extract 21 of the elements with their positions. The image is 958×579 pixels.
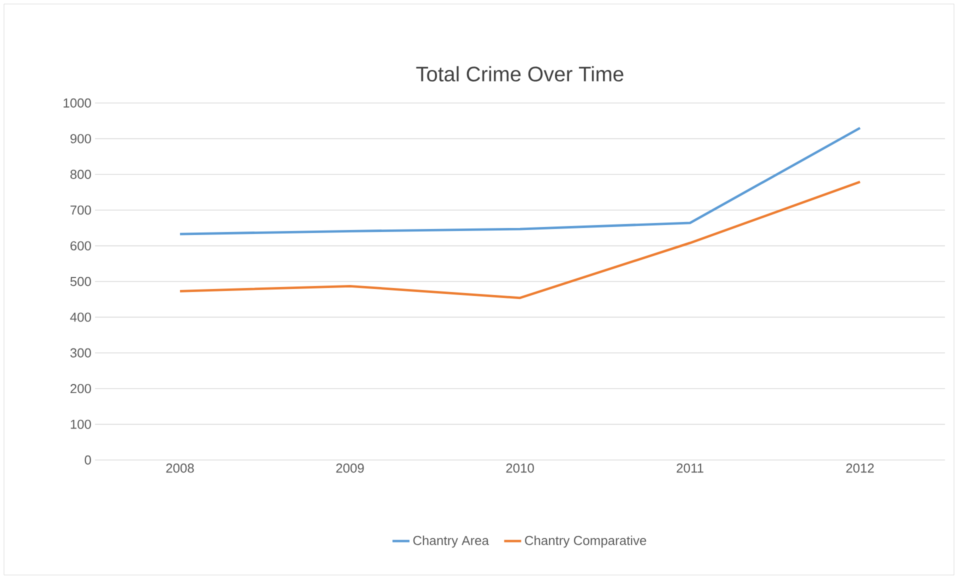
- legend-label: Chantry Area: [413, 536, 489, 548]
- y-tick-label: 1000: [64, 98, 91, 108]
- y-tick-label: 200: [70, 384, 91, 394]
- y-tick-label: 0: [84, 455, 91, 465]
- y-tick-label: 500: [70, 276, 91, 286]
- legend-label: Chantry Comparative: [525, 536, 646, 548]
- x-tick-label: 2011: [676, 464, 704, 473]
- y-tick-label: 400: [70, 312, 91, 322]
- chart-title: Total Crime Over Time: [416, 66, 624, 82]
- x-tick-label: 2012: [846, 464, 874, 473]
- x-tick-label: 2009: [336, 464, 364, 473]
- y-tick-label: 300: [70, 348, 91, 358]
- y-tick-label: 700: [70, 206, 91, 215]
- y-tick-label: 600: [70, 241, 91, 250]
- line-series: [178, 180, 862, 300]
- x-tick-label: 2010: [506, 464, 534, 473]
- y-tick-label: 900: [70, 134, 91, 144]
- line-series: [178, 126, 862, 236]
- y-tick-label: 800: [70, 170, 91, 179]
- x-tick-label: 2008: [166, 464, 194, 473]
- y-tick-label: 100: [70, 420, 91, 429]
